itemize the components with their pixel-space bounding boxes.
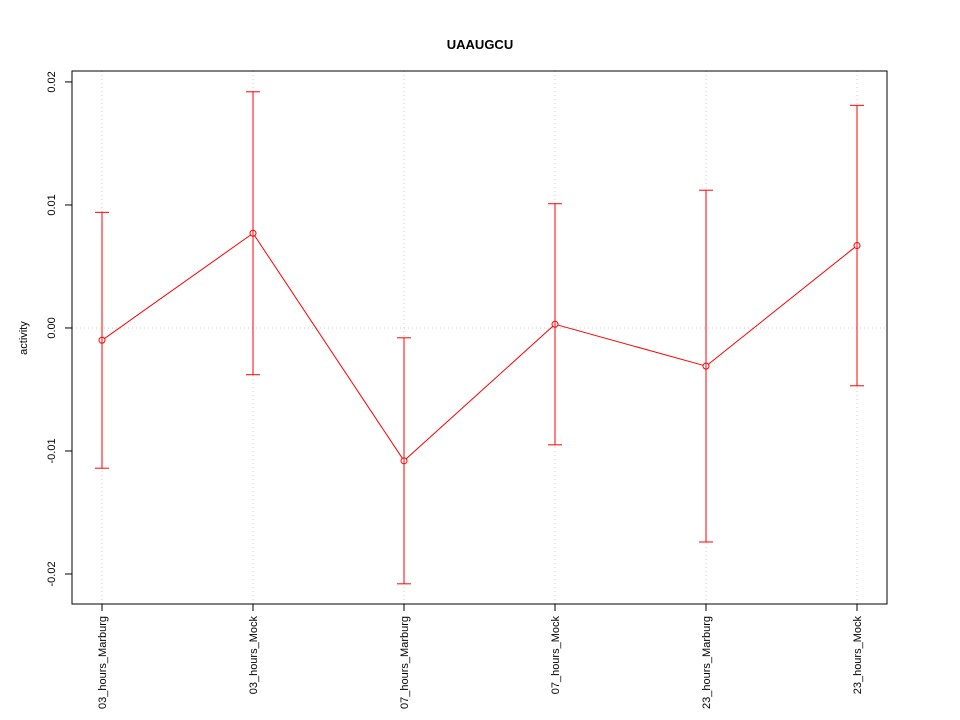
y-tick-label: 0.02 [46, 71, 58, 92]
x-tick-label: 23_hours_Marburg [701, 616, 713, 709]
point [98, 336, 106, 344]
x-tick-label: 23_hours_Mock [852, 616, 864, 695]
x-tick-label: 07_hours_Marburg [399, 616, 411, 709]
y-tick-label: -0.01 [46, 438, 58, 463]
connector [708, 247, 855, 365]
point [702, 362, 710, 370]
plot-frame [71, 70, 888, 605]
point [249, 229, 257, 237]
point [551, 320, 559, 328]
connector [557, 324, 704, 366]
connector [254, 235, 403, 459]
y-tick-label: -0.02 [46, 561, 58, 586]
x-tick-label: 03_hours_Marburg [97, 616, 109, 709]
point [853, 242, 861, 250]
connector [405, 325, 554, 460]
chart-title: UAAUGCU [447, 37, 513, 52]
connector [104, 234, 251, 339]
x-tick-label: 07_hours_Mock [550, 616, 562, 695]
y-tick-label: 0.01 [46, 194, 58, 215]
y-tick-label: 0.00 [46, 317, 58, 338]
x-tick-label: 03_hours_Mock [248, 616, 260, 695]
y-axis-label: activity [18, 321, 30, 355]
point [400, 457, 408, 465]
